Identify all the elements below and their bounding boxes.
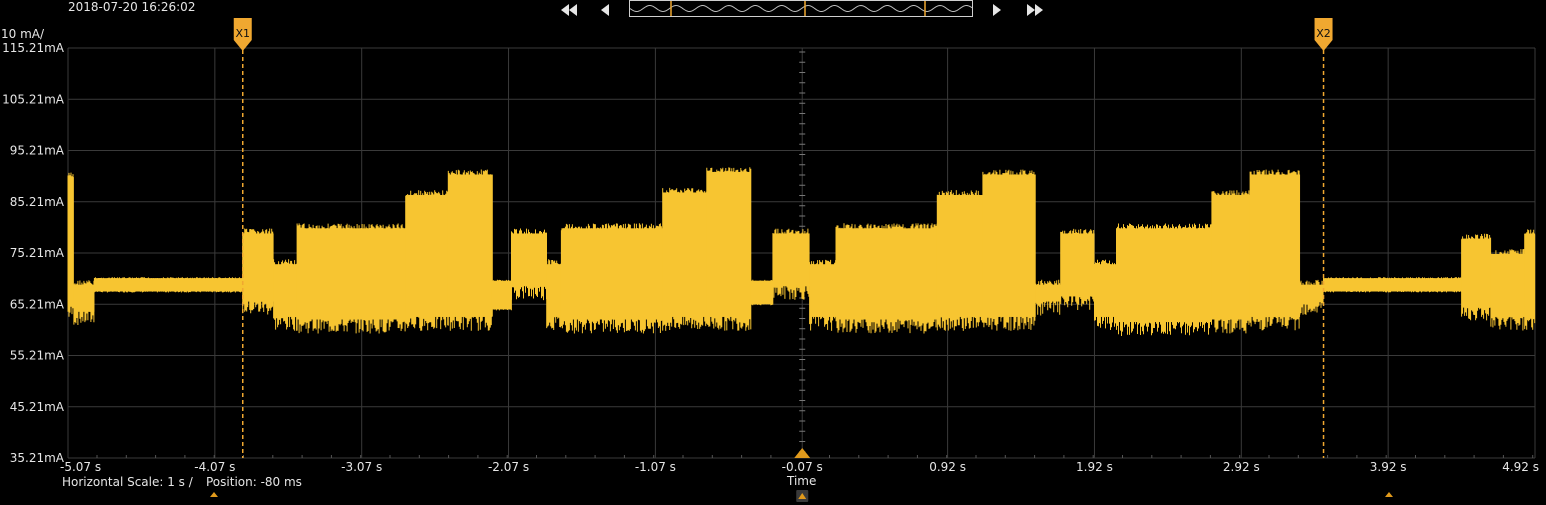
cursor-marker-x1 <box>233 18 252 51</box>
current-trace <box>67 167 1536 336</box>
trace-noise <box>662 187 708 331</box>
y-tick-label: 95.21mA <box>10 144 65 158</box>
time-axis-label: Time <box>787 474 817 488</box>
trace-noise <box>936 190 983 331</box>
trace-noise <box>1035 279 1061 316</box>
step-forward-icon[interactable] <box>990 0 1004 20</box>
trace-noise <box>93 277 243 293</box>
trace-noise <box>1299 279 1324 315</box>
x-tick-label: -3.07 s <box>341 460 382 474</box>
trace-noise <box>491 279 512 311</box>
trace-noise <box>1116 223 1212 336</box>
trigger-marker-icon <box>794 448 811 458</box>
step-back-icon[interactable] <box>598 0 612 20</box>
cursor-label-x2: X2 <box>1316 27 1331 40</box>
trace-noise <box>1211 190 1251 334</box>
y-tick-label: 35.21mA <box>10 451 65 465</box>
trace-noise <box>1323 277 1462 293</box>
y-tick-label: 65.21mA <box>10 297 65 311</box>
trace-noise <box>546 259 562 330</box>
y-tick-label: 115.21mA <box>2 41 65 55</box>
trace-noise <box>1490 249 1525 331</box>
trace-noise <box>242 228 274 315</box>
x-tick-label: -5.07 s <box>60 460 101 474</box>
x-tick-label: -0.07 s <box>782 460 823 474</box>
x-tick-label: -4.07 s <box>194 460 235 474</box>
trace-noise <box>809 259 837 331</box>
y-axis-unit-label: 10 mA/ <box>1 27 45 41</box>
waveform-overview[interactable] <box>629 0 973 17</box>
x-tick-label: 4.92 s <box>1502 460 1539 474</box>
cursor-indicator-icon <box>1385 492 1393 497</box>
trace-noise <box>405 190 449 331</box>
x-tick-label: 3.92 s <box>1370 460 1407 474</box>
x-tick-label: 0.92 s <box>929 460 966 474</box>
trace-noise <box>1524 229 1536 330</box>
acquisition-timestamp: 2018-07-20 16:26:02 <box>68 0 196 14</box>
trace-noise <box>273 259 298 331</box>
y-tick-label: 45.21mA <box>10 400 65 414</box>
trace-noise <box>750 279 774 306</box>
y-tick-label: 55.21mA <box>10 349 65 363</box>
trace-noise <box>73 280 95 325</box>
cursor-indicator-icon <box>210 492 218 497</box>
trace-noise <box>835 223 938 334</box>
y-tick-label: 105.21mA <box>2 92 65 106</box>
x-tick-label: 1.92 s <box>1076 460 1113 474</box>
cursor-marker-x2 <box>1314 18 1333 51</box>
position-handle-icon <box>798 493 807 499</box>
x-tick-label: 2.92 s <box>1223 460 1260 474</box>
cursor-label-x1: X1 <box>235 27 250 40</box>
x-tick-label: -2.07 s <box>488 460 529 474</box>
trace-noise <box>447 169 493 331</box>
trace-noise <box>772 228 810 300</box>
skip-back-icon[interactable] <box>558 0 580 20</box>
y-tick-label: 85.21mA <box>10 195 65 209</box>
skip-forward-icon[interactable] <box>1024 0 1046 20</box>
trace-noise <box>1060 228 1095 310</box>
trace-noise <box>511 228 547 301</box>
x-tick-label: -1.07 s <box>635 460 676 474</box>
trace-noise <box>1094 259 1117 330</box>
horizontal-scale-label: Horizontal Scale: 1 s / <box>62 475 193 489</box>
trace-noise <box>982 169 1036 331</box>
trace-noise <box>706 167 752 331</box>
trace-noise <box>1461 233 1492 321</box>
trace-noise <box>296 223 406 334</box>
y-tick-label: 75.21mA <box>10 246 65 260</box>
trace-noise <box>67 172 74 317</box>
trace-noise <box>560 223 663 334</box>
position-label: Position: -80 ms <box>206 475 302 489</box>
trace-noise <box>1249 169 1300 331</box>
